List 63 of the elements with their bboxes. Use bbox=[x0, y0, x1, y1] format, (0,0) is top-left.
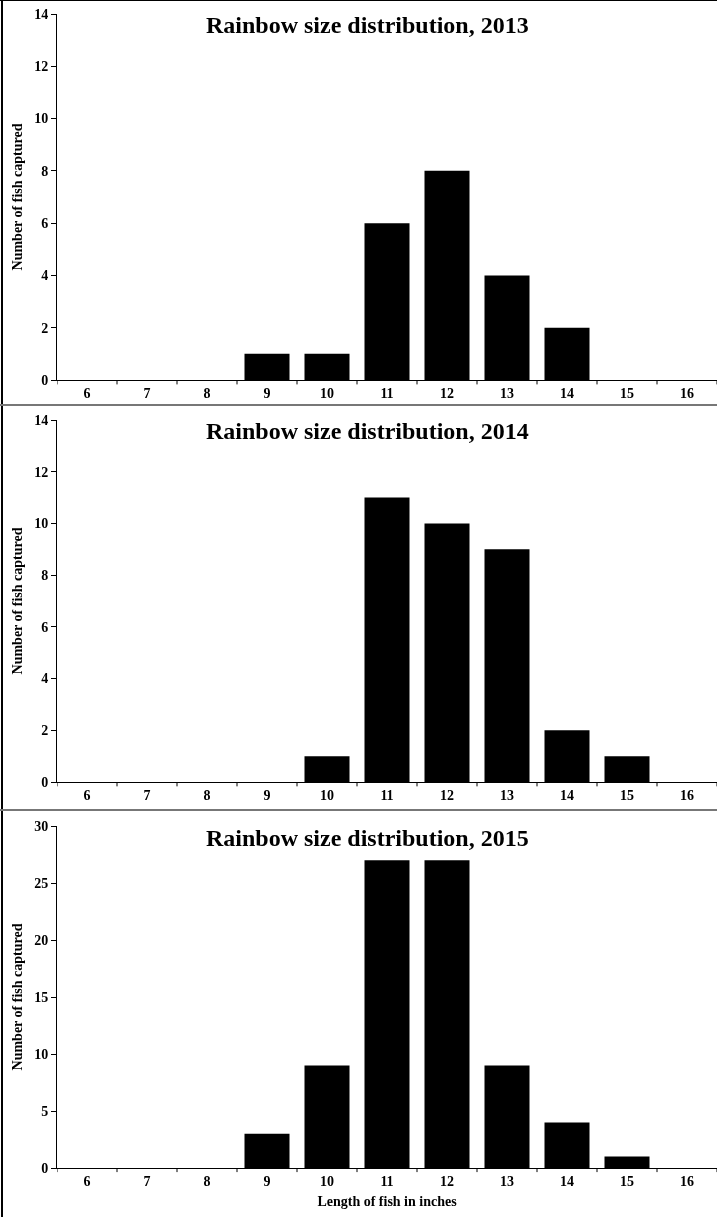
x-tick-label: 15 bbox=[620, 787, 634, 803]
x-tick-label: 10 bbox=[320, 1173, 334, 1189]
x-tick-label: 8 bbox=[203, 385, 211, 401]
y-tick-label: 12 bbox=[34, 59, 49, 75]
y-axis-title: Number of fish captured bbox=[9, 923, 25, 1071]
y-axis-title: Number of fish captured bbox=[9, 527, 25, 675]
chart-title: Rainbow size distribution, 2015 bbox=[206, 825, 529, 851]
x-axis-title: Length of fish in inches bbox=[317, 1194, 458, 1210]
y-tick-label: 0 bbox=[41, 1160, 49, 1176]
x-tick-label: 13 bbox=[500, 1173, 514, 1189]
y-tick-label: 14 bbox=[34, 412, 49, 428]
x-tick-label: 13 bbox=[500, 787, 514, 803]
x-tick-label: 16 bbox=[680, 385, 694, 401]
y-tick-label: 14 bbox=[34, 6, 49, 22]
x-tick-label: 16 bbox=[680, 1173, 694, 1189]
y-tick-label: 30 bbox=[34, 818, 49, 834]
y-tick-label: 4 bbox=[41, 671, 49, 687]
x-tick-label: 10 bbox=[320, 385, 334, 401]
y-axis-title: Number of fish captured bbox=[9, 123, 25, 271]
x-tick-label: 12 bbox=[440, 385, 454, 401]
y-tick-label: 0 bbox=[41, 774, 49, 790]
chart-title: Rainbow size distribution, 2013 bbox=[206, 12, 529, 38]
y-tick-label: 0 bbox=[41, 372, 49, 388]
x-tick-label: 14 bbox=[560, 385, 574, 401]
x-tick-label: 8 bbox=[203, 1173, 211, 1189]
y-tick-label: 5 bbox=[41, 1103, 49, 1119]
y-tick-label: 6 bbox=[41, 619, 49, 635]
y-tick-label: 8 bbox=[41, 163, 49, 179]
y-tick-label: 12 bbox=[34, 464, 49, 480]
x-tick-label: 14 bbox=[560, 787, 574, 803]
x-tick-label: 12 bbox=[440, 1173, 454, 1189]
x-tick-label: 9 bbox=[263, 787, 271, 803]
x-tick-label: 15 bbox=[620, 385, 634, 401]
x-tick-label: 6 bbox=[83, 787, 91, 803]
y-tick-label: 2 bbox=[41, 723, 49, 739]
x-tick-label: 6 bbox=[83, 1173, 91, 1189]
x-tick-label: 13 bbox=[500, 385, 514, 401]
y-tick-label: 15 bbox=[34, 989, 49, 1005]
chart-title: Rainbow size distribution, 2014 bbox=[206, 418, 529, 444]
y-tick-label: 4 bbox=[41, 268, 49, 284]
x-tick-label: 8 bbox=[203, 787, 211, 803]
x-tick-label: 9 bbox=[263, 1173, 271, 1189]
x-tick-label: 7 bbox=[143, 385, 151, 401]
x-tick-label: 14 bbox=[560, 1173, 574, 1189]
y-tick-label: 2 bbox=[41, 320, 49, 336]
x-tick-label: 15 bbox=[620, 1173, 634, 1189]
x-tick-label: 11 bbox=[380, 385, 394, 401]
y-tick-label: 20 bbox=[34, 932, 49, 948]
y-tick-label: 6 bbox=[41, 216, 49, 232]
y-tick-label: 10 bbox=[34, 516, 49, 532]
x-tick-label: 11 bbox=[380, 1173, 394, 1189]
x-tick-label: 9 bbox=[263, 385, 271, 401]
y-tick-label: 10 bbox=[34, 111, 49, 127]
y-tick-label: 10 bbox=[34, 1046, 49, 1062]
x-tick-label: 11 bbox=[380, 787, 394, 803]
x-tick-label: 16 bbox=[680, 787, 694, 803]
x-tick-label: 6 bbox=[83, 385, 91, 401]
x-tick-label: 7 bbox=[143, 1173, 151, 1189]
y-tick-label: 8 bbox=[41, 568, 49, 584]
x-tick-label: 12 bbox=[440, 787, 454, 803]
x-tick-label: 10 bbox=[320, 787, 334, 803]
x-tick-label: 7 bbox=[143, 787, 151, 803]
y-tick-label: 25 bbox=[34, 875, 49, 891]
